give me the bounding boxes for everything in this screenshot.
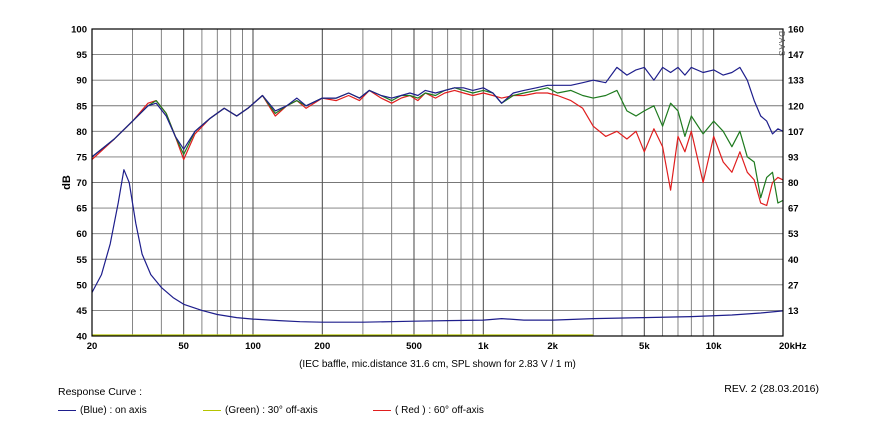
y-tick-label: 80 <box>76 127 87 138</box>
legend-item-60-off-axis: ( Red ) : 60° off-axis <box>373 405 484 416</box>
x-axis-ticks: 20 50 100 200 500 1k 2k 5k 10k 20kHz <box>87 341 807 352</box>
y-tick-label: 95 <box>76 50 87 61</box>
y-axis-left-ticks: 40 45 50 55 60 65 70 75 80 85 90 95 100 <box>71 25 88 343</box>
legend-label: (Green) : 30° off-axis <box>225 405 318 416</box>
y2-tick-label: 40 <box>788 255 799 266</box>
x-tick-label: 2k <box>547 341 558 352</box>
y-axis-right-ticks: 13 27 40 53 67 80 93 107 120 133 147 160 <box>788 25 804 317</box>
y2-tick-label: 120 <box>788 101 804 112</box>
measurement-note: (IEC baffle, mic.distance 31.6 cm, SPL s… <box>299 359 576 370</box>
legend-swatch-blue <box>58 410 76 411</box>
y-tick-label: 85 <box>76 101 87 112</box>
y2-tick-label: 53 <box>788 229 799 240</box>
y-tick-label: 40 <box>76 332 87 343</box>
y-tick-label: 55 <box>76 255 87 266</box>
y2-tick-label: 107 <box>788 127 804 138</box>
y2-tick-label: 80 <box>788 178 799 189</box>
legend-label: (Blue) : on axis <box>80 405 147 416</box>
legend-item-on-axis: (Blue) : on axis <box>58 405 147 416</box>
plot-frame <box>91 28 784 337</box>
legend-swatch-green <box>203 410 221 411</box>
y-tick-label: 45 <box>76 306 87 317</box>
y-tick-label: 50 <box>76 280 87 291</box>
grid-minor <box>92 29 783 336</box>
series-layer <box>91 66 784 336</box>
brand-watermark: DAAS <box>777 31 786 57</box>
y-tick-label: 100 <box>71 25 87 36</box>
y-tick-label: 90 <box>76 76 87 87</box>
x-tick-label: 5k <box>639 341 650 352</box>
y-tick-label: 60 <box>76 229 87 240</box>
y-tick-label: 70 <box>76 178 87 189</box>
legend-item-30-off-axis: (Green) : 30° off-axis <box>203 405 318 416</box>
frequency-response-chart: 40 45 50 55 60 65 70 75 80 85 90 95 100 13 27 40 53 67 80… <box>61 25 807 371</box>
x-tick-label: 1k <box>478 341 489 352</box>
legend-label: ( Red ) : 60° off-axis <box>395 405 484 416</box>
x-tick-label: 20 <box>87 341 98 352</box>
y2-tick-label: 13 <box>788 306 799 317</box>
x-tick-label: 200 <box>314 341 330 352</box>
series-line-0 <box>91 66 784 158</box>
x-tick-label: 50 <box>178 341 189 352</box>
y2-tick-label: 147 <box>788 50 804 61</box>
grid-major <box>183 29 715 336</box>
series-line-1 <box>91 87 784 204</box>
revision-label: REV. 2 (28.03.2016) <box>724 383 819 395</box>
y2-tick-label: 27 <box>788 280 799 291</box>
y2-tick-label: 133 <box>788 76 804 87</box>
series-line-3 <box>91 169 784 323</box>
y2-tick-label: 93 <box>788 152 799 163</box>
y2-tick-label: 67 <box>788 204 799 215</box>
y-axis-label: dB <box>61 175 73 190</box>
x-tick-label: 20kHz <box>779 341 807 352</box>
legend-title: Response Curve : <box>58 386 143 398</box>
x-tick-label: 500 <box>406 341 422 352</box>
x-tick-label: 10k <box>706 341 723 352</box>
y-tick-label: 75 <box>76 152 87 163</box>
legend-swatch-red <box>373 410 391 411</box>
x-tick-label: 100 <box>245 341 261 352</box>
series-line-2 <box>91 89 784 207</box>
y2-tick-label: 160 <box>788 25 804 36</box>
y-tick-label: 65 <box>76 204 87 215</box>
